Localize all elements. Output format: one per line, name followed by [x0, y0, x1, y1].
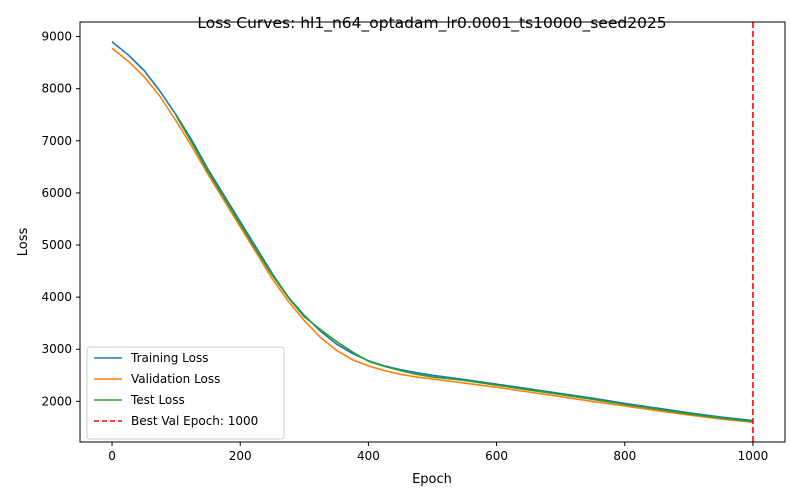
legend-label: Validation Loss	[131, 372, 220, 386]
x-tick-label: 600	[485, 449, 508, 463]
series-line-training-loss	[111, 41, 754, 422]
y-tick-label: 7000	[41, 134, 72, 148]
legend: Training Loss Validation Loss Test Loss Bes…	[86, 346, 285, 440]
x-axis-label: Epoch	[412, 472, 452, 487]
x-tick-label: 800	[613, 449, 636, 463]
y-tick-label: 9000	[41, 30, 72, 44]
plot-area: 0 200 400 600 800 1000 2000 3000 4000 5000 6000 700…	[41, 22, 768, 463]
plot-frame	[79, 21, 786, 443]
y-tick-label: 5000	[41, 238, 72, 252]
series-line-test-loss	[175, 115, 754, 423]
y-tick-label: 2000	[41, 394, 72, 408]
series-line-validation-loss	[111, 47, 754, 423]
legend-label: Test Loss	[130, 393, 185, 407]
chart-title: Loss Curves: hl1_n64_optadam_lr0.0001_ts…	[197, 14, 666, 33]
y-tick-label: 3000	[41, 342, 72, 356]
legend-label: Best Val Epoch: 1000	[131, 414, 258, 428]
y-tick-label: 4000	[41, 290, 72, 304]
y-tick-label: 6000	[41, 186, 72, 200]
x-tick-label: 0	[108, 449, 116, 463]
x-tick-label: 200	[229, 449, 252, 463]
x-tick-label: 1000	[738, 449, 769, 463]
legend-label: Training Loss	[130, 351, 208, 365]
y-axis-label: Loss	[16, 228, 31, 257]
x-tick-label: 400	[357, 449, 380, 463]
y-tick-label: 8000	[41, 82, 72, 96]
legend-box	[86, 346, 285, 440]
